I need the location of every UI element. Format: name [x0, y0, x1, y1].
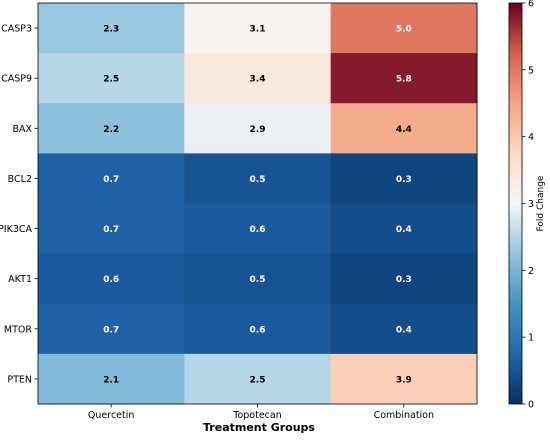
heatmap-cell [38, 153, 185, 204]
cell-value-label: 0.6 [250, 225, 266, 235]
heatmap-cell [330, 53, 478, 104]
heatmap-cell [38, 353, 185, 405]
cell-value-label: 0.4 [396, 225, 412, 235]
y-tick-label: PTEN [7, 374, 32, 385]
cell-value-label: 0.6 [103, 275, 119, 285]
x-axis-title: Treatment Groups [203, 421, 315, 434]
heatmap-cell [330, 303, 478, 355]
colorbar-layer: 0 1 2 3 4 5 6 Fold Change [508, 0, 546, 411]
cell-value-label: 0.3 [396, 175, 412, 185]
cell-value-label: 0.7 [103, 325, 119, 335]
colorbar-tick-label: 2 [528, 266, 534, 277]
heatmap-cell [184, 103, 332, 154]
heatmap-cell [184, 53, 332, 104]
cell-value-label: 2.3 [103, 25, 119, 35]
heatmap-cell [38, 203, 185, 255]
cell-value-label: 2.2 [103, 125, 119, 135]
heatmap-cell [184, 253, 332, 305]
cell-value-label: 0.3 [396, 275, 412, 285]
heatmap-cell [330, 3, 478, 54]
heatmap-cell [184, 353, 332, 405]
heatmap-cell [184, 153, 332, 204]
cell-value-label: 0.7 [103, 225, 119, 235]
cell-value-label: 0.7 [103, 175, 119, 185]
y-tick-label: AKT1 [8, 274, 32, 285]
cell-value-label: 0.6 [250, 325, 266, 335]
colorbar [508, 2, 523, 405]
heatmap-cell [330, 153, 478, 204]
cell-value-label: 3.9 [396, 375, 412, 385]
y-tick-label: CASP9 [1, 74, 32, 85]
cell-value-label: 0.5 [250, 175, 266, 185]
cell-value-label: 0.5 [250, 275, 266, 285]
heatmap-cell [184, 203, 332, 255]
heatmap-cell [330, 103, 478, 154]
colorbar-tick-label: 0 [528, 400, 534, 411]
colorbar-tick-label: 5 [528, 65, 534, 76]
axes-layer: CASP3 CASP9 BAX BCL2 PIK3CA AKT1 MTOR PTEN Querc… [0, 2, 478, 421]
heatmap-cell [38, 103, 185, 154]
y-tick-label: CASP3 [1, 24, 32, 35]
heatmap-cell [330, 253, 478, 305]
cell-value-label: 3.1 [250, 25, 266, 35]
cell-value-label: 4.4 [396, 125, 412, 135]
x-tick-label: Quercetin [88, 410, 135, 421]
cell-value-label: 5.0 [396, 25, 412, 35]
heatmap-cell [330, 203, 478, 255]
colorbar-label: Fold Change [536, 175, 546, 231]
heatmap-cell [184, 303, 332, 355]
cell-value-label: 3.4 [250, 75, 266, 85]
y-tick-label: MTOR [4, 324, 32, 335]
y-tick-label: BAX [12, 124, 32, 135]
heatmap-cell [184, 3, 332, 54]
cell-value-label: 2.9 [250, 125, 266, 135]
heatmap-cell [38, 303, 185, 355]
heatmap-cell [38, 53, 185, 104]
heatmap-cell [38, 253, 185, 305]
y-tick-label: PIK3CA [0, 224, 33, 235]
cell-value-label: 2.1 [103, 375, 119, 385]
cell-value-label: 0.4 [396, 325, 412, 335]
heatmap-cell [330, 353, 478, 405]
y-tick-label: BCL2 [8, 174, 32, 185]
x-tick-label: Topotecan [232, 410, 281, 421]
cell-value-label: 2.5 [250, 375, 266, 385]
colorbar-tick-label: 3 [528, 199, 534, 210]
cell-labels-layer: 2.3 3.1 5.0 2.5 3.4 5.8 2.2 2.9 4.4 0.7 0.5 0.3 0.7 0… [103, 25, 412, 386]
cells-layer [38, 3, 478, 405]
x-tick-label: Combination [374, 410, 434, 421]
colorbar-tick-label: 1 [528, 333, 534, 344]
heatmap-cell [38, 3, 185, 54]
cell-value-label: 5.8 [396, 75, 412, 85]
colorbar-tick-label: 6 [528, 0, 534, 10]
cell-value-label: 2.5 [103, 75, 119, 85]
colorbar-tick-label: 4 [528, 132, 534, 143]
